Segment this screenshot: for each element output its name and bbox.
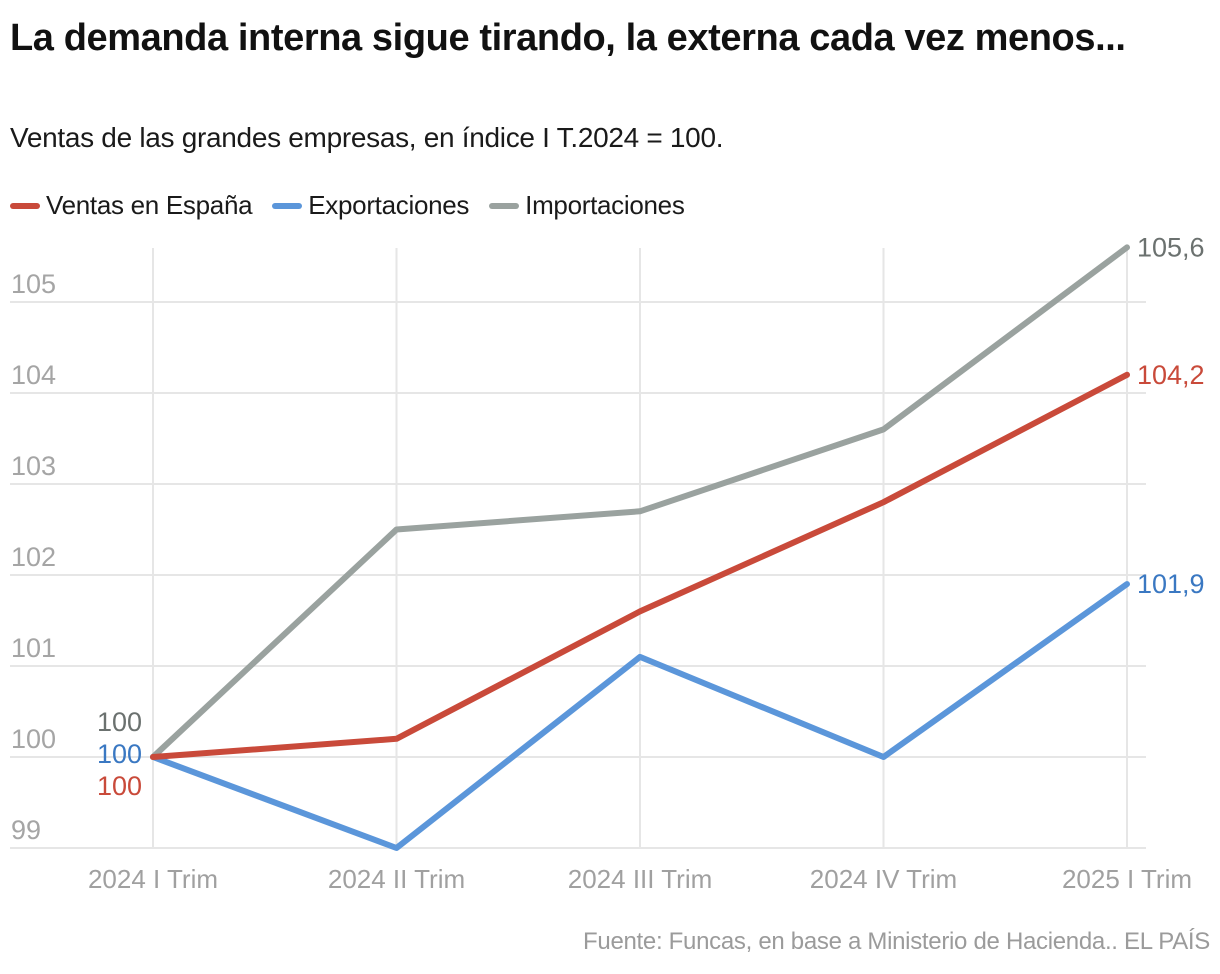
x-tick-label: 2025 I Trim (1062, 864, 1192, 894)
y-tick-label: 103 (11, 451, 56, 481)
legend-label-ventas-espana: Ventas en España (46, 190, 253, 220)
grid (10, 248, 1146, 849)
end-label: 104,2 (1137, 360, 1205, 390)
x-tick-label: 2024 II Trim (328, 864, 465, 894)
legend-swatch-ventas-espana (10, 202, 40, 209)
y-tick-label: 105 (11, 269, 56, 299)
series (150, 244, 1130, 851)
y-tick-label: 100 (11, 724, 56, 754)
y-tick-label: 104 (11, 360, 56, 390)
legend: Ventas en España Exportaciones Importaci… (10, 190, 705, 221)
legend-item-ventas-espana: Ventas en España (10, 190, 253, 221)
start-label: 100 (97, 771, 142, 801)
y-tick-label: 99 (11, 815, 41, 845)
legend-item-exportaciones: Exportaciones (272, 190, 469, 221)
legend-label-exportaciones: Exportaciones (308, 190, 470, 220)
end-label: 105,6 (1137, 232, 1205, 262)
start-label: 100 (97, 707, 142, 737)
x-tick-label: 2024 III Trim (568, 864, 713, 894)
legend-swatch-importaciones (489, 202, 520, 209)
chart-subtitle: Ventas de las grandes empresas, en índic… (10, 122, 724, 153)
axes: 99 100 101 102 103 104 105 2024 I Trim 2024 II T… (11, 269, 1192, 894)
end-label: 101,9 (1137, 569, 1205, 599)
start-label: 100 (97, 739, 142, 769)
legend-label-importaciones: Importaciones (525, 190, 685, 220)
chart-title: La demanda interna sigue tirando, la ext… (10, 17, 1126, 59)
x-tick-label: 2024 IV Trim (810, 864, 957, 894)
y-tick-label: 102 (11, 542, 56, 572)
legend-item-importaciones: Importaciones (489, 190, 685, 221)
y-tick-label: 101 (11, 633, 56, 663)
source-note: Fuente: Funcas, en base a Ministerio de … (583, 928, 1210, 955)
legend-swatch-exportaciones (272, 202, 303, 209)
x-tick-label: 2024 I Trim (88, 864, 218, 894)
